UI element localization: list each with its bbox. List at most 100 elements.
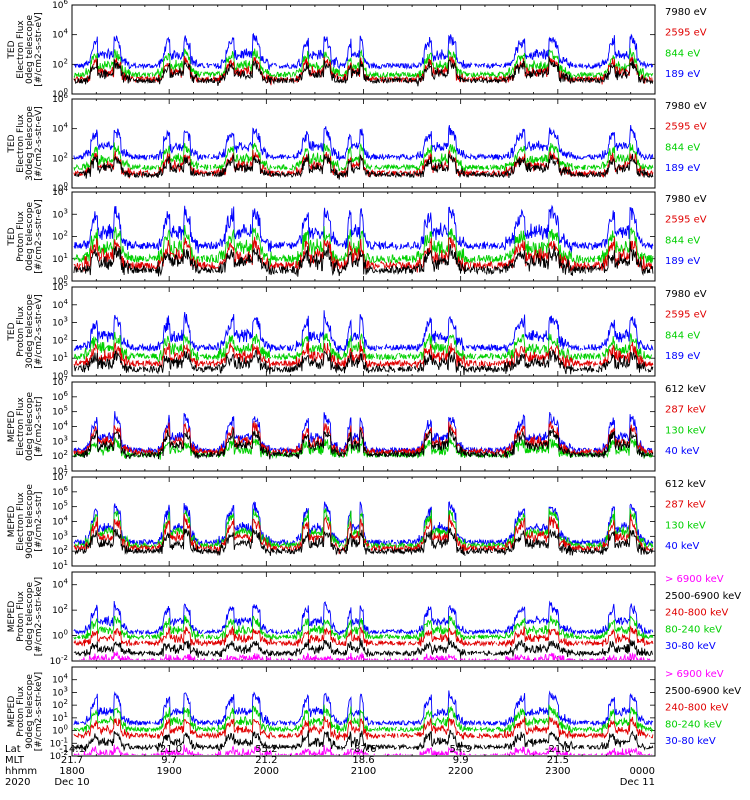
series-line-7980-ev — [73, 241, 654, 277]
y-tick-label: 102 — [52, 57, 68, 70]
y-axis-label-line: MEPED — [7, 411, 17, 443]
y-tick-label: 101 — [52, 559, 68, 572]
y-axis-label-line: Proton Flux — [16, 591, 26, 642]
series-line-2500-6900-kev — [73, 729, 654, 752]
y-axis-label-line: Proton Flux — [16, 211, 26, 262]
series-line-189-ev — [73, 124, 654, 162]
legend-entry: 189 eV — [665, 69, 700, 80]
y-tick-label: 107 — [52, 375, 68, 388]
y-tick-label: 101 — [52, 351, 68, 364]
series-line-844-ev — [73, 225, 654, 267]
legend-entry: > 6900 keV — [665, 574, 724, 585]
y-tick-label: 106 — [52, 485, 68, 498]
panel-ted-p-30: 100 101 102 103 104 105 TED Proton Flux 30deg te… — [7, 280, 707, 382]
footer-cell: 2000 — [254, 766, 279, 777]
y-axis-label-line: [#/cm2-s-str-eV] — [34, 12, 44, 87]
y-tick-label: 103 — [52, 685, 68, 698]
series-line-612-kev — [74, 527, 654, 557]
footer-cell: 1800 — [59, 766, 84, 777]
series-line-189-ev — [73, 310, 654, 354]
series-line-844-ev — [73, 47, 654, 80]
y-tick-label: 102 — [52, 230, 68, 243]
y-tick-label: 10-1 — [50, 736, 68, 749]
y-tick-label: 104 — [52, 420, 68, 433]
panel-ted-p-0: 100 101 102 103 104 TED Proton Flux 0deg telesc… — [7, 185, 707, 287]
y-axis-label-line: 0deg telescope — [25, 582, 35, 652]
legend-entry: 844 eV — [665, 235, 700, 246]
legend-entry: 80-240 keV — [665, 719, 722, 730]
footer-cell: 18.6 — [352, 755, 374, 766]
footer-cell: Dec 11 — [620, 777, 655, 788]
y-tick-label: 104 — [52, 673, 68, 686]
footer-cell: 21.2 — [255, 755, 277, 766]
y-tick-label: 100 — [52, 724, 68, 737]
legend-entry: 130 keV — [665, 520, 706, 531]
legend-entry: 7980 eV — [665, 289, 707, 300]
legend-entry: 2595 eV — [665, 310, 707, 321]
y-axis-label-line: MEPED — [7, 506, 17, 538]
legend-entry: 240-800 keV — [665, 608, 729, 619]
y-axis-label-line: MEPED — [7, 601, 17, 633]
panel-ted-e-0: 100 102 104 106 TED Electron Flux 0deg telesco… — [7, 0, 707, 100]
legend-entry: 40 keV — [665, 446, 699, 457]
y-tick-label: 104 — [52, 122, 68, 135]
y-axis-label-line: 0deg telescope — [25, 202, 35, 272]
y-axis-label-line: Electron Flux — [16, 492, 26, 551]
series-line-189-ev — [73, 32, 654, 71]
y-tick-label: 105 — [52, 280, 68, 293]
panel-ted-e-30: 100 102 104 106 TED Electron Flux 30deg telesc… — [7, 92, 707, 194]
footer-cell: 21.7 — [61, 755, 83, 766]
legend-entry: 30-80 keV — [665, 736, 716, 747]
panel-meped-p-0: 10-2 100 102 104 MEPED Proton Flux 0deg telesc… — [7, 571, 741, 667]
y-tick-label: 106 — [52, 390, 68, 403]
legend-entry: 2595 eV — [665, 28, 707, 39]
y-tick-label: 100 — [52, 181, 68, 194]
footer-cell: Dec 10 — [54, 777, 89, 788]
y-tick-label: 104 — [52, 185, 68, 198]
y-tick-label: 103 — [52, 207, 68, 220]
footer-cell: 2200 — [448, 766, 473, 777]
y-axis-label-line: 30deg telescope — [25, 106, 35, 181]
y-axis-label-line: 90deg telescope — [25, 484, 35, 559]
series-line-189-ev — [73, 204, 654, 254]
y-axis-label-line: 90deg telescope — [25, 674, 35, 749]
legend-entry: 130 keV — [665, 425, 706, 436]
y-tick-label: 104 — [52, 298, 68, 311]
y-tick-label: 100 — [52, 274, 68, 287]
legend-entry: 7980 eV — [665, 101, 707, 112]
y-tick-label: 103 — [52, 529, 68, 542]
y-axis-label-line: [#/cm2-s-str-eV] — [34, 199, 44, 274]
legend-entry: 30-80 keV — [665, 641, 716, 652]
legend-entry: 2595 eV — [665, 215, 707, 226]
legend-entry: 287 keV — [665, 500, 706, 511]
legend-entry: 844 eV — [665, 142, 700, 153]
series-line-612-kev — [73, 427, 654, 460]
legend-entry: 612 keV — [665, 384, 706, 395]
footer-cell: 0000 — [630, 766, 655, 777]
y-tick-label: 102 — [52, 544, 68, 557]
y-tick-label: 100 — [52, 369, 68, 382]
legend-entry: > 6900 keV — [665, 669, 724, 680]
series-line--6900-kev — [73, 744, 653, 755]
series-line-844-ev — [73, 142, 654, 173]
footer-cell: 54.9 — [450, 744, 472, 755]
series-line-7980-ev — [73, 349, 654, 375]
y-axis-label-line: MEPED — [7, 696, 17, 728]
y-tick-label: 101 — [52, 252, 68, 265]
legend-entry: 2500-6900 keV — [665, 686, 741, 697]
y-tick-label: 105 — [52, 500, 68, 513]
y-axis-label-line: 30deg telescope — [25, 294, 35, 369]
legend-entry: 844 eV — [665, 330, 700, 341]
series-line-2595-ev — [73, 339, 654, 371]
legend-entry: 189 eV — [665, 163, 700, 174]
series-line-240-800-kev — [73, 716, 654, 742]
footer-cell: -14.1 — [59, 744, 85, 755]
y-axis-label-line: [#/cm2-s-str-keV] — [34, 577, 44, 656]
y-axis-label-line: TED — [7, 40, 17, 59]
series-line--6900-kev — [75, 650, 654, 660]
footer-cell: 2300 — [545, 766, 570, 777]
